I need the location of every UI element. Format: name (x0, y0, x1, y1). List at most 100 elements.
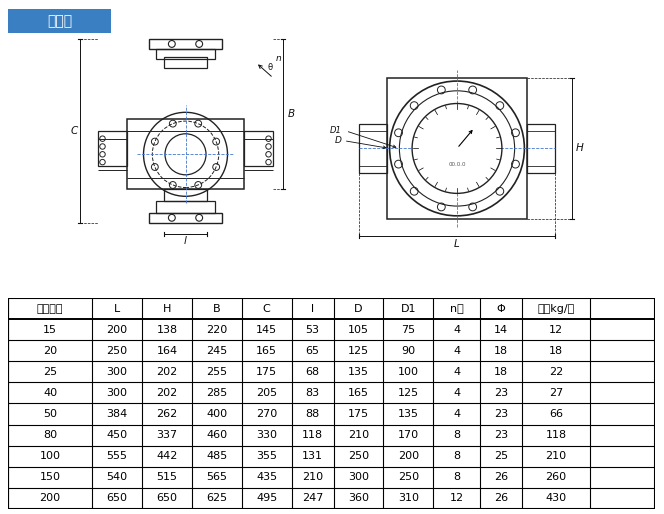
Text: 150: 150 (40, 472, 60, 482)
Text: 20: 20 (43, 346, 57, 356)
Text: 83: 83 (305, 388, 319, 398)
Text: 200: 200 (39, 493, 60, 503)
Text: 460: 460 (207, 430, 227, 440)
Text: 125: 125 (398, 388, 419, 398)
Text: 450: 450 (106, 430, 127, 440)
Text: 165: 165 (256, 346, 277, 356)
Text: 330: 330 (256, 430, 277, 440)
Text: n个: n个 (450, 304, 463, 314)
Text: 245: 245 (206, 346, 227, 356)
Text: B: B (213, 304, 220, 314)
Text: 125: 125 (348, 346, 369, 356)
Text: 40: 40 (43, 388, 57, 398)
Text: 650: 650 (106, 493, 127, 503)
Text: 250: 250 (398, 472, 419, 482)
Text: 300: 300 (106, 367, 127, 377)
Text: 337: 337 (156, 430, 177, 440)
Bar (386, 78, 527, 219)
Text: 131: 131 (302, 451, 323, 461)
Text: 118: 118 (302, 430, 323, 440)
Text: 18: 18 (549, 346, 563, 356)
Bar (156, 49, 215, 59)
Bar (164, 57, 207, 68)
Text: 220: 220 (206, 325, 227, 335)
Text: 435: 435 (256, 472, 277, 482)
Text: 625: 625 (207, 493, 227, 503)
Bar (359, 124, 386, 173)
Text: D1: D1 (400, 304, 416, 314)
Text: 202: 202 (156, 388, 177, 398)
Text: 68: 68 (305, 367, 319, 377)
Text: B: B (288, 109, 295, 119)
Text: 262: 262 (156, 409, 177, 419)
Circle shape (412, 103, 502, 193)
Text: 100: 100 (398, 367, 419, 377)
Text: l: l (184, 236, 187, 246)
Bar (527, 124, 554, 173)
Bar (156, 201, 215, 213)
Text: 260: 260 (545, 472, 566, 482)
Bar (164, 190, 207, 201)
Text: 22: 22 (549, 367, 563, 377)
Text: 135: 135 (348, 367, 369, 377)
Text: 26: 26 (494, 472, 508, 482)
Text: 138: 138 (156, 325, 177, 335)
Text: 515: 515 (157, 472, 177, 482)
Text: 75: 75 (401, 325, 416, 335)
Text: 18: 18 (494, 367, 508, 377)
Text: 4: 4 (453, 409, 460, 419)
Text: 15: 15 (43, 325, 57, 335)
Text: 164: 164 (156, 346, 177, 356)
Text: θ: θ (268, 63, 273, 72)
Text: 23: 23 (494, 388, 508, 398)
Text: 8: 8 (453, 472, 460, 482)
Text: 4: 4 (453, 325, 460, 335)
Text: 200: 200 (106, 325, 127, 335)
Text: 18: 18 (494, 346, 508, 356)
Text: 25: 25 (43, 367, 57, 377)
Text: L: L (114, 304, 120, 314)
Text: 25: 25 (494, 451, 508, 461)
Text: 355: 355 (256, 451, 277, 461)
Text: 145: 145 (256, 325, 277, 335)
Text: 300: 300 (106, 388, 127, 398)
Text: 88: 88 (305, 409, 319, 419)
Text: 65: 65 (305, 346, 319, 356)
Text: 170: 170 (398, 430, 419, 440)
Bar (244, 131, 274, 166)
Text: 495: 495 (256, 493, 278, 503)
Text: 205: 205 (256, 388, 277, 398)
Text: 210: 210 (545, 451, 566, 461)
Text: C: C (263, 304, 270, 314)
Text: 310: 310 (398, 493, 419, 503)
Text: D: D (355, 304, 363, 314)
Bar (98, 131, 127, 166)
Text: 66: 66 (549, 409, 563, 419)
Text: 200: 200 (398, 451, 419, 461)
Text: 175: 175 (348, 409, 369, 419)
Text: D1: D1 (330, 126, 342, 135)
Text: 50: 50 (43, 409, 57, 419)
Text: 8: 8 (453, 430, 460, 440)
Text: 270: 270 (256, 409, 278, 419)
Text: 27: 27 (549, 388, 563, 398)
Text: 14: 14 (494, 325, 508, 335)
Text: 202: 202 (156, 367, 177, 377)
Text: 23: 23 (494, 430, 508, 440)
Text: 8: 8 (453, 451, 460, 461)
Bar (149, 39, 222, 49)
Text: 80: 80 (43, 430, 57, 440)
Text: 26: 26 (494, 493, 508, 503)
Text: 118: 118 (545, 430, 566, 440)
Text: 555: 555 (106, 451, 127, 461)
Text: L: L (454, 239, 460, 249)
Text: H: H (163, 304, 171, 314)
Text: 300: 300 (348, 472, 369, 482)
Text: 250: 250 (348, 451, 369, 461)
Text: n: n (276, 53, 281, 63)
Text: 00.0.0: 00.0.0 (448, 161, 465, 167)
Text: 650: 650 (157, 493, 177, 503)
Text: l: l (311, 304, 314, 314)
Text: 100: 100 (40, 451, 60, 461)
Text: 4: 4 (453, 388, 460, 398)
